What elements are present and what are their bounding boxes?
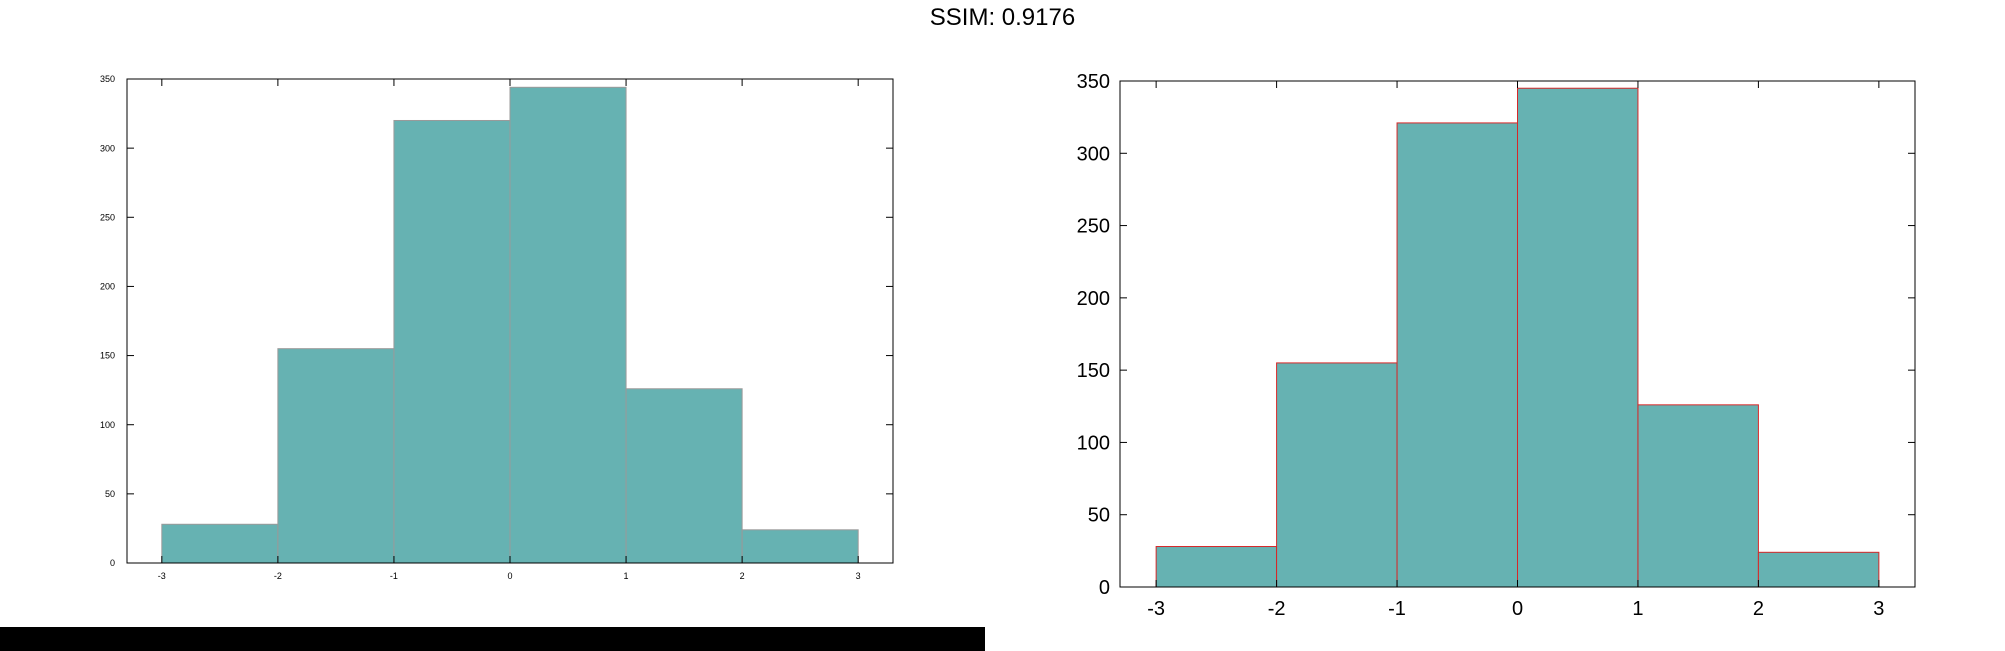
y-tick-label: 350 bbox=[1077, 71, 1110, 93]
x-tick-label: 3 bbox=[1873, 598, 1884, 620]
bar bbox=[1757, 551, 1880, 588]
x-tick-label: 2 bbox=[740, 571, 745, 581]
y-tick-label: 100 bbox=[100, 420, 115, 430]
x-tick-label: 1 bbox=[1632, 598, 1643, 620]
y-tick-label: 50 bbox=[1088, 505, 1110, 527]
x-tick-label: 3 bbox=[856, 571, 861, 581]
y-tick-label: 300 bbox=[100, 143, 115, 153]
y-tick-label: 0 bbox=[110, 558, 115, 568]
y-tick-label: 50 bbox=[105, 489, 115, 499]
x-tick-label: -2 bbox=[274, 571, 282, 581]
black-bar bbox=[0, 627, 985, 651]
page-title: SSIM: 0.9176 bbox=[929, 4, 1076, 31]
x-tick-label: -3 bbox=[158, 571, 166, 581]
y-tick-label: 200 bbox=[1077, 288, 1110, 310]
y-tick-label: 150 bbox=[1077, 360, 1110, 382]
y-tick-label: 250 bbox=[1077, 216, 1110, 238]
bar bbox=[1155, 546, 1278, 588]
y-tick-label: 300 bbox=[1077, 143, 1110, 165]
y-tick-label: 250 bbox=[100, 212, 115, 222]
bar bbox=[1396, 122, 1518, 588]
y-tick-label: 350 bbox=[100, 74, 115, 84]
y-tick-label: 100 bbox=[1077, 432, 1110, 454]
bar bbox=[1276, 362, 1398, 588]
x-tick-label: 2 bbox=[1753, 598, 1764, 620]
bar bbox=[509, 86, 627, 564]
x-tick-label: -3 bbox=[1147, 598, 1165, 620]
bar bbox=[277, 348, 395, 564]
x-tick-label: 0 bbox=[507, 571, 512, 581]
bar bbox=[393, 119, 511, 564]
x-tick-label: 1 bbox=[624, 571, 629, 581]
x-tick-label: -1 bbox=[390, 571, 398, 581]
y-tick-label: 150 bbox=[100, 351, 115, 361]
x-tick-label: -2 bbox=[1268, 598, 1286, 620]
bar bbox=[161, 523, 279, 564]
bar bbox=[1517, 87, 1639, 588]
x-tick-label: -1 bbox=[1388, 598, 1406, 620]
y-tick-label: 200 bbox=[100, 282, 115, 292]
bar bbox=[1637, 404, 1759, 588]
y-tick-label: 0 bbox=[1099, 577, 1110, 599]
x-tick-label: 0 bbox=[1512, 598, 1523, 620]
